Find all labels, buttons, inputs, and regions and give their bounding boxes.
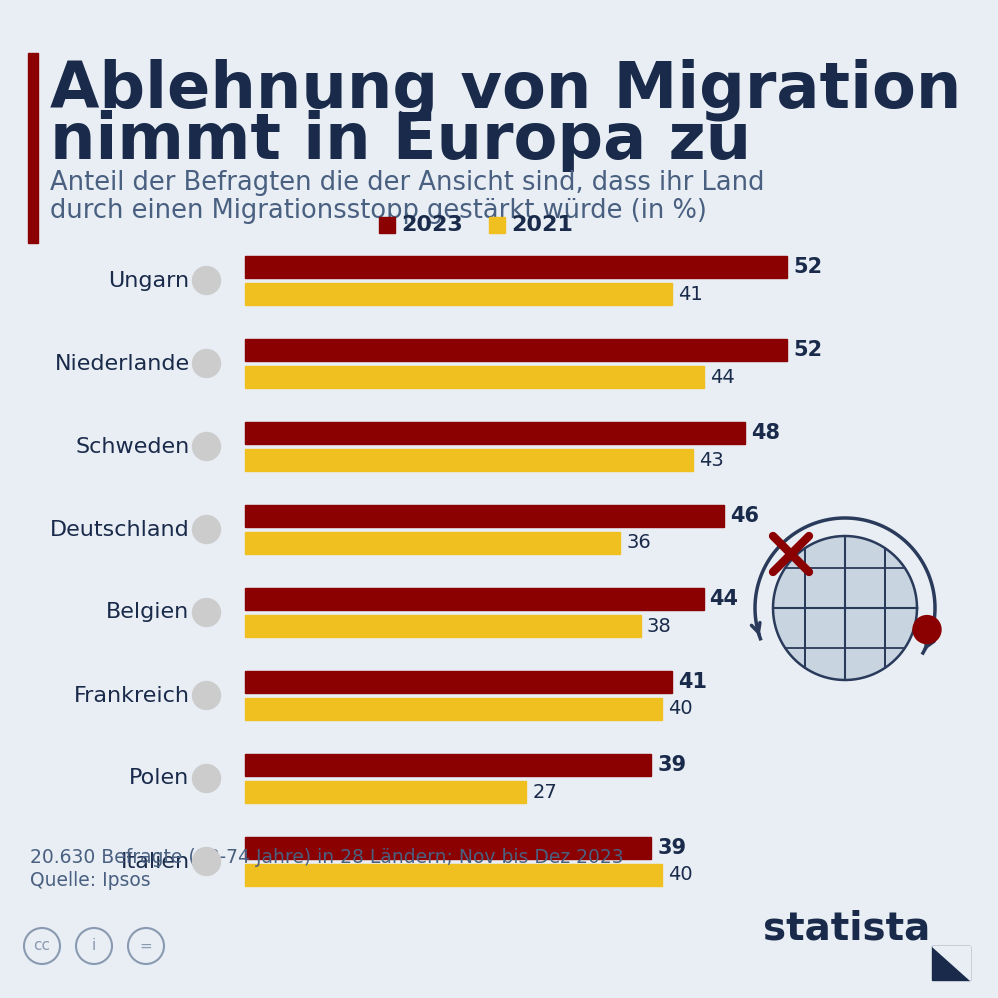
Text: 39: 39	[658, 755, 687, 775]
Text: i: i	[92, 938, 96, 953]
Bar	[28, 53, 38, 243]
Text: nimmt in Europa zu: nimmt in Europa zu	[50, 110, 751, 172]
Text: 27: 27	[532, 782, 557, 801]
Text: durch einen Migrationsstopp gestärkt würde (in %): durch einen Migrationsstopp gestärkt wür…	[50, 198, 707, 224]
Bar	[245, 781, 526, 803]
Circle shape	[193, 432, 221, 460]
Bar	[489, 217, 505, 233]
Text: Deutschland: Deutschland	[50, 520, 190, 540]
Circle shape	[193, 847, 221, 875]
Text: statista: statista	[762, 910, 930, 948]
Bar	[245, 698, 662, 720]
Circle shape	[193, 599, 221, 627]
Bar	[245, 615, 641, 637]
Bar	[245, 339, 787, 361]
Bar	[932, 946, 970, 980]
Text: 43: 43	[700, 450, 724, 469]
Text: Schweden: Schweden	[75, 436, 190, 456]
Polygon shape	[932, 946, 970, 980]
Circle shape	[193, 682, 221, 710]
Text: Ungarn: Ungarn	[109, 270, 190, 290]
Bar	[245, 588, 704, 610]
Bar	[245, 754, 652, 776]
Bar	[245, 671, 673, 693]
Text: 38: 38	[647, 617, 672, 636]
Bar	[245, 449, 694, 471]
Bar	[245, 532, 620, 554]
Circle shape	[193, 764, 221, 792]
Text: Belgien: Belgien	[106, 603, 190, 623]
Bar	[379, 217, 395, 233]
Text: 20.630 Befragte (18-74 Jahre) in 28 Ländern; Nov bis Dez 2023: 20.630 Befragte (18-74 Jahre) in 28 Länd…	[30, 848, 624, 867]
Text: cc: cc	[34, 938, 51, 953]
Text: 48: 48	[751, 423, 780, 443]
Text: Quelle: Ipsos: Quelle: Ipsos	[30, 871, 151, 890]
Circle shape	[193, 516, 221, 544]
Text: Polen: Polen	[130, 768, 190, 788]
Text: Niederlande: Niederlande	[54, 353, 190, 373]
Bar	[245, 366, 704, 388]
Bar	[245, 505, 725, 527]
Text: =: =	[140, 938, 153, 953]
Bar	[245, 256, 787, 278]
Text: 36: 36	[626, 534, 651, 553]
Text: Frankreich: Frankreich	[74, 686, 190, 706]
Text: 40: 40	[668, 700, 693, 719]
Circle shape	[913, 616, 941, 644]
Bar	[245, 864, 662, 886]
Text: 41: 41	[679, 672, 708, 692]
Text: 39: 39	[658, 838, 687, 858]
Text: 2023: 2023	[401, 215, 463, 235]
Circle shape	[193, 266, 221, 294]
Text: Anteil der Befragten die der Ansicht sind, dass ihr Land: Anteil der Befragten die der Ansicht sin…	[50, 170, 764, 196]
Bar	[245, 283, 673, 305]
Text: 46: 46	[731, 506, 759, 526]
Text: Ablehnung von Migration: Ablehnung von Migration	[50, 58, 961, 121]
Text: 44: 44	[710, 589, 739, 609]
Text: 52: 52	[793, 340, 822, 360]
Text: 41: 41	[679, 284, 703, 303]
Text: 40: 40	[668, 865, 693, 884]
Circle shape	[773, 536, 917, 680]
Text: 2021: 2021	[511, 215, 573, 235]
Text: Italien: Italien	[121, 851, 190, 871]
Text: 52: 52	[793, 257, 822, 277]
Circle shape	[193, 349, 221, 377]
Bar	[245, 837, 652, 859]
Bar	[245, 422, 746, 444]
Text: 44: 44	[710, 367, 735, 386]
